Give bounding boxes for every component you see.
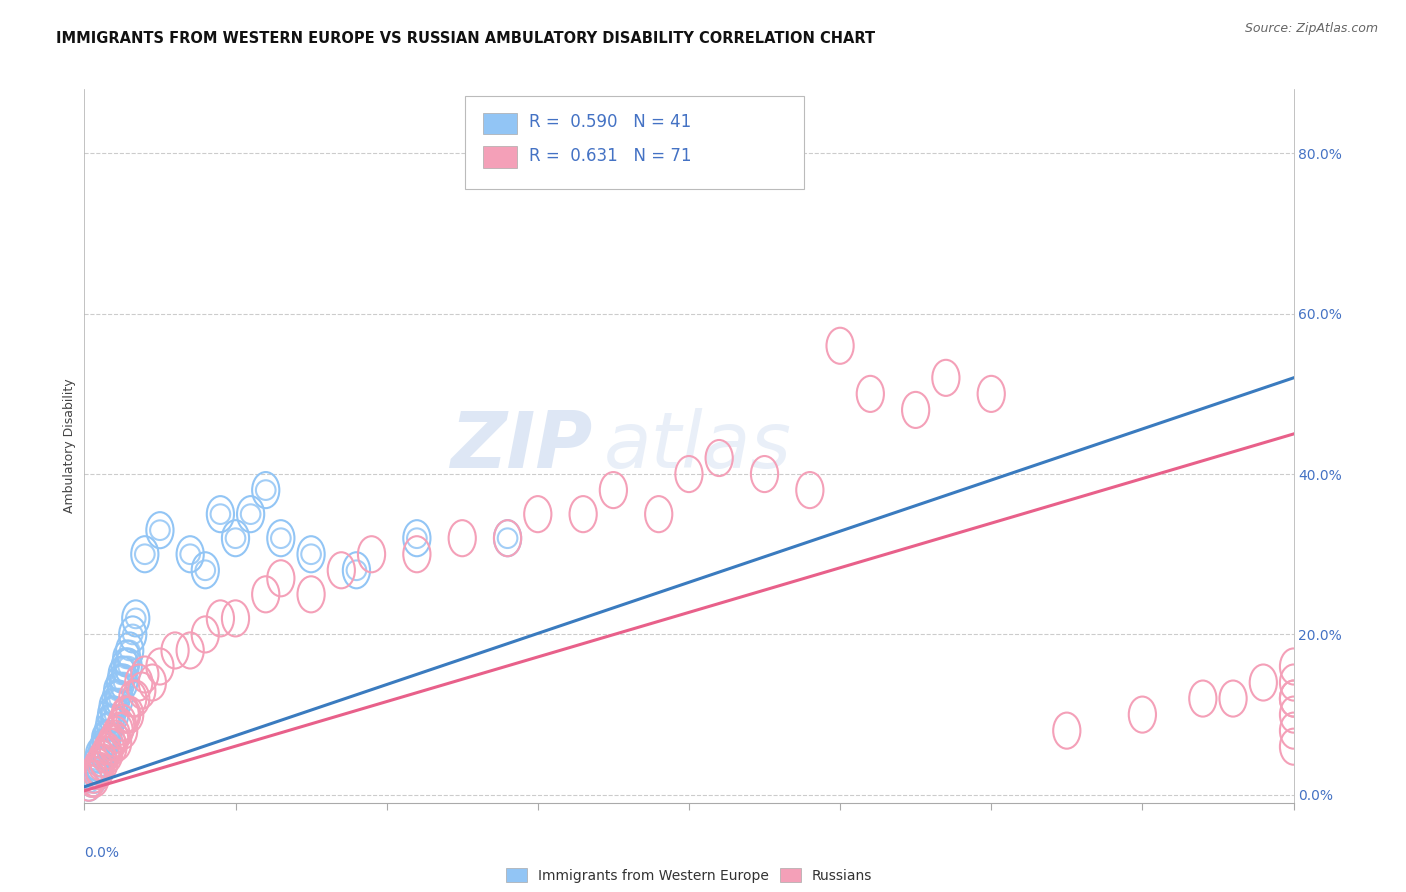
Text: R =  0.631   N = 71: R = 0.631 N = 71 [529,146,692,164]
Point [105,691,128,706]
Point [134,547,156,561]
Point [108,691,131,706]
Point [96,731,118,746]
Point [100,707,122,722]
Y-axis label: Ambulatory Disability: Ambulatory Disability [63,379,76,513]
Point [115,651,138,665]
Point [118,643,141,657]
Point [111,667,134,681]
Point [125,611,148,625]
Text: IMMIGRANTS FROM WESTERN EUROPE VS RUSSIAN AMBULATORY DISABILITY CORRELATION CHAR: IMMIGRANTS FROM WESTERN EUROPE VS RUSSIA… [56,31,876,46]
Point [194,563,217,577]
Point [87,756,110,770]
Point [104,707,127,722]
Point [101,699,124,714]
Point [254,483,277,497]
Point [117,659,139,673]
Point [77,776,100,790]
Point [98,715,121,730]
Point [179,547,201,561]
Text: 0.0%: 0.0% [84,846,120,860]
Point [270,531,292,545]
Text: atlas: atlas [605,408,792,484]
Point [239,507,262,521]
FancyBboxPatch shape [465,96,804,189]
Point [97,723,120,738]
Point [93,739,115,754]
Point [225,531,247,545]
Point [112,675,135,690]
Point [114,659,136,673]
FancyBboxPatch shape [484,112,517,134]
Text: Source: ZipAtlas.com: Source: ZipAtlas.com [1244,22,1378,36]
Text: ZIP: ZIP [450,408,592,484]
Point [346,563,368,577]
Text: R =  0.590   N = 41: R = 0.590 N = 41 [529,113,692,131]
Point [86,764,108,778]
Point [107,683,129,698]
Point [94,731,117,746]
Point [406,531,429,545]
Point [299,547,322,561]
Point [121,627,143,641]
Point [80,772,103,786]
Point [110,675,132,690]
Point [84,768,107,782]
Point [89,760,111,774]
Point [496,531,519,545]
FancyBboxPatch shape [484,146,517,168]
Point [91,744,114,758]
Point [149,523,172,537]
Point [209,507,232,521]
Legend: Immigrants from Western Europe, Russians: Immigrants from Western Europe, Russians [501,863,877,888]
Point [89,747,111,762]
